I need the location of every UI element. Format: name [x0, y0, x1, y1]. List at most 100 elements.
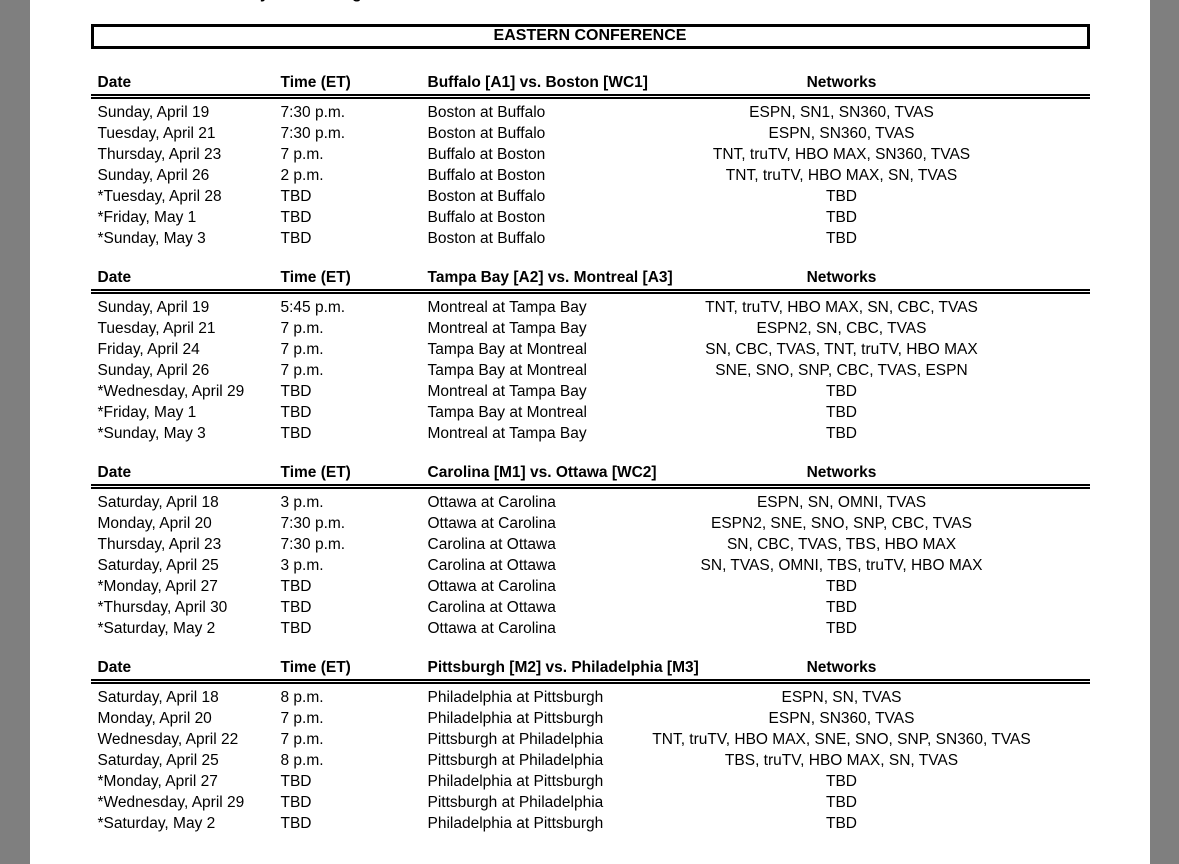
game-networks-cell: ESPN, SN, TVAS — [781, 689, 902, 706]
game-matchup-cell: Philadelphia at Pittsburgh — [427, 815, 604, 832]
game-matchup-cell: Montreal at Tampa Bay — [427, 320, 587, 337]
game-time-cell: TBD — [280, 773, 312, 790]
game-matchup-cell: Philadelphia at Pittsburgh — [427, 689, 604, 706]
game-time-cell: TBD — [280, 209, 312, 226]
series-table: Date Time (ET) Tampa Bay [A2] vs. Montre… — [90, 269, 1090, 444]
game-date-cell: Friday, April 24 — [97, 341, 200, 358]
game-matchup-cell: Pittsburgh at Philadelphia — [427, 731, 604, 748]
game-row: Saturday, April 18 3 p.m. Ottawa at Caro… — [91, 487, 1090, 514]
game-time-cell: TBD — [280, 620, 312, 637]
game-time-cell: 5:45 p.m. — [280, 299, 346, 316]
game-networks-cell: SNE, SNO, SNP, CBC, TVAS, ESPN — [715, 362, 968, 379]
game-row: *Friday, May 1 TBD Tampa Bay at Montreal… — [91, 402, 1090, 423]
game-row: *Wednesday, April 29 TBD Pittsburgh at P… — [91, 792, 1090, 813]
game-networks-cell: TNT, truTV, HBO MAX, SNE, SNO, SNP, SN36… — [652, 731, 1031, 748]
game-date-cell: Thursday, April 23 — [97, 536, 222, 553]
column-header-date: Date — [90, 659, 274, 684]
game-time-cell: 7:30 p.m. — [280, 536, 346, 553]
game-date-cell: *Wednesday, April 29 — [97, 794, 245, 811]
game-date-cell: Sunday, April 19 — [97, 299, 210, 316]
column-header-networks: Networks — [593, 74, 1090, 99]
game-networks-cell: ESPN2, SNE, SNO, SNP, CBC, TVAS — [710, 515, 972, 532]
game-row: Sunday, April 26 7 p.m. Tampa Bay at Mon… — [91, 360, 1090, 381]
game-matchup-cell: Carolina at Ottawa — [427, 599, 556, 616]
game-networks-cell: TNT, truTV, HBO MAX, SN, CBC, TVAS — [705, 299, 978, 316]
game-matchup-cell: Montreal at Tampa Bay — [427, 383, 587, 400]
game-date-cell: *Sunday, May 3 — [97, 425, 206, 442]
game-date-cell: Monday, April 20 — [97, 710, 212, 727]
game-time-cell: 7:30 p.m. — [280, 104, 346, 121]
game-matchup-cell: Carolina at Ottawa — [427, 536, 556, 553]
game-time-cell: TBD — [280, 188, 312, 205]
game-networks-cell: TBD — [826, 599, 857, 616]
conference-title: EASTERN CONFERENCE — [493, 27, 687, 44]
series-header-row: Date Time (ET) Pittsburgh [M2] vs. Phila… — [90, 659, 1090, 684]
game-networks-cell: SN, TVAS, OMNI, TBS, truTV, HBO MAX — [700, 557, 983, 574]
game-row: Friday, April 24 7 p.m. Tampa Bay at Mon… — [91, 339, 1090, 360]
column-header-matchup: Buffalo [A1] vs. Boston [WC1] — [423, 74, 648, 99]
game-matchup-cell: Tampa Bay at Montreal — [427, 404, 587, 421]
game-time-cell: 8 p.m. — [280, 689, 324, 706]
game-matchup-cell: Boston at Buffalo — [427, 230, 546, 247]
game-row: *Sunday, May 3 TBD Montreal at Tampa Bay… — [91, 423, 1090, 444]
game-time-cell: 3 p.m. — [280, 557, 324, 574]
game-time-cell: 3 p.m. — [280, 494, 324, 511]
game-networks-cell: ESPN, SN, OMNI, TVAS — [756, 494, 927, 511]
game-networks-cell: TBD — [826, 794, 857, 811]
series-games: Sunday, April 19 7:30 p.m. Boston at Buf… — [91, 97, 1090, 250]
game-date-cell: Saturday, April 18 — [97, 494, 219, 511]
column-header-date: Date — [90, 74, 274, 99]
game-matchup-cell: Philadelphia at Pittsburgh — [427, 710, 604, 727]
game-time-cell: 7 p.m. — [280, 731, 324, 748]
game-date-cell: *Saturday, May 2 — [97, 815, 216, 832]
series-table: Date Time (ET) Carolina [M1] vs. Ottawa … — [90, 464, 1090, 639]
game-date-cell: Tuesday, April 21 — [97, 125, 216, 142]
column-header-matchup: Tampa Bay [A2] vs. Montreal [A3] — [423, 269, 673, 294]
game-matchup-cell: Ottawa at Carolina — [427, 494, 556, 511]
column-header-networks: Networks — [593, 269, 1090, 294]
series-games: Saturday, April 18 8 p.m. Philadelphia a… — [91, 682, 1090, 835]
document-page: y g EASTERN CONFERENCE Date Time (ET) Bu… — [30, 0, 1150, 864]
game-networks-cell: TNT, truTV, HBO MAX, SN, TVAS — [725, 167, 958, 184]
game-networks-cell: TBD — [826, 383, 857, 400]
game-networks-cell: SN, CBC, TVAS, TNT, truTV, HBO MAX — [705, 341, 978, 358]
game-row: Tuesday, April 21 7:30 p.m. Boston at Bu… — [91, 123, 1090, 144]
column-header-time: Time (ET) — [273, 269, 424, 294]
column-header-date: Date — [90, 269, 274, 294]
series-table: Date Time (ET) Pittsburgh [M2] vs. Phila… — [90, 659, 1090, 835]
game-matchup-cell: Ottawa at Carolina — [427, 515, 556, 532]
game-time-cell: 7:30 p.m. — [280, 125, 346, 142]
game-networks-cell: ESPN, SN1, SN360, TVAS — [749, 104, 934, 121]
series-table: Date Time (ET) Buffalo [A1] vs. Boston [… — [90, 74, 1090, 250]
game-networks-cell: TBD — [826, 578, 857, 595]
game-networks-cell: TBD — [826, 425, 857, 442]
game-matchup-cell: Montreal at Tampa Bay — [427, 425, 587, 442]
game-time-cell: 7 p.m. — [280, 362, 324, 379]
game-networks-cell: TNT, truTV, HBO MAX, SN360, TVAS — [712, 146, 971, 163]
game-row: Thursday, April 23 7:30 p.m. Carolina at… — [91, 534, 1090, 555]
game-date-cell: Thursday, April 23 — [97, 146, 222, 163]
game-time-cell: 7:30 p.m. — [280, 515, 346, 532]
game-time-cell: TBD — [280, 404, 312, 421]
clipped-glyph-right: g — [352, 0, 362, 2]
game-time-cell: 7 p.m. — [280, 320, 324, 337]
game-time-cell: 7 p.m. — [280, 146, 324, 163]
game-matchup-cell: Boston at Buffalo — [427, 125, 546, 142]
column-header-date: Date — [90, 464, 274, 489]
game-date-cell: *Monday, April 27 — [97, 578, 218, 595]
game-time-cell: TBD — [280, 230, 312, 247]
game-row: Sunday, April 19 5:45 p.m. Montreal at T… — [91, 292, 1090, 319]
series-header-row: Date Time (ET) Carolina [M1] vs. Ottawa … — [90, 464, 1090, 489]
game-matchup-cell: Ottawa at Carolina — [427, 620, 556, 637]
game-row: *Friday, May 1 TBD Buffalo at Boston TBD — [91, 207, 1090, 228]
column-header-time: Time (ET) — [273, 74, 424, 99]
game-date-cell: *Tuesday, April 28 — [97, 188, 222, 205]
game-row: *Monday, April 27 TBD Ottawa at Carolina… — [91, 576, 1090, 597]
game-date-cell: Monday, April 20 — [97, 515, 212, 532]
game-date-cell: Saturday, April 25 — [97, 752, 219, 769]
game-matchup-cell: Buffalo at Boston — [427, 146, 546, 163]
game-matchup-cell: Boston at Buffalo — [427, 104, 546, 121]
clipped-text-fragment: y g — [30, 0, 1150, 5]
column-header-time: Time (ET) — [273, 464, 424, 489]
game-matchup-cell: Montreal at Tampa Bay — [427, 299, 587, 316]
